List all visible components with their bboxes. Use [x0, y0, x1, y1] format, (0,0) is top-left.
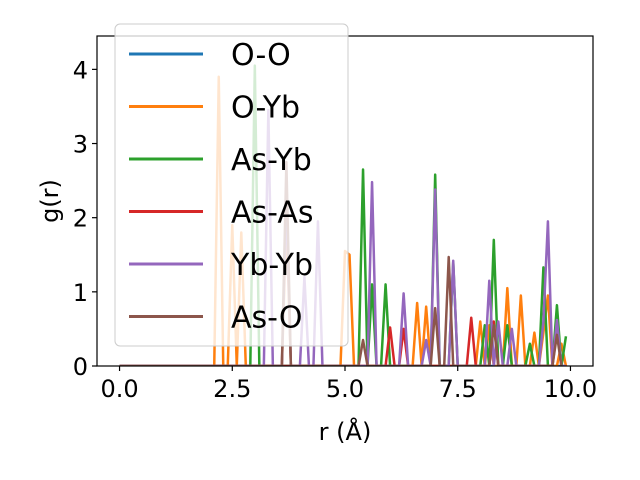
y-axis: 0 1 2 3 4: [73, 56, 97, 381]
legend-label-as-as: As-As: [231, 196, 313, 231]
y-tick-label: 1: [73, 279, 88, 307]
x-tick-label: 10.0: [544, 375, 597, 403]
series-line-as-yb: [119, 64, 568, 366]
series-line-as-as: [119, 316, 563, 366]
x-tick-label: 5.0: [326, 375, 364, 403]
legend: O-O O-Yb As-Yb As-As Yb-Yb As-O: [114, 23, 349, 347]
y-tick-label: 3: [73, 131, 88, 159]
y-tick-label: 4: [73, 56, 88, 84]
legend-label-as-o: As-O: [231, 301, 302, 336]
x-axis: 0.0 2.5 5.0 7.5 10.0: [100, 366, 597, 403]
y-axis-label: g(r): [36, 179, 64, 223]
legend-label-o-yb: O-Yb: [231, 91, 300, 126]
x-axis-label: r (Å): [319, 417, 372, 446]
legend-label-o-o: O-O: [231, 38, 291, 73]
x-tick-label: 0.0: [100, 375, 138, 403]
x-tick-label: 2.5: [213, 375, 251, 403]
legend-label-as-yb: As-Yb: [231, 143, 312, 178]
y-tick-label: 0: [73, 353, 88, 381]
y-tick-label: 2: [73, 205, 88, 233]
legend-label-yb-yb: Yb-Yb: [230, 248, 313, 283]
x-tick-label: 7.5: [439, 375, 477, 403]
